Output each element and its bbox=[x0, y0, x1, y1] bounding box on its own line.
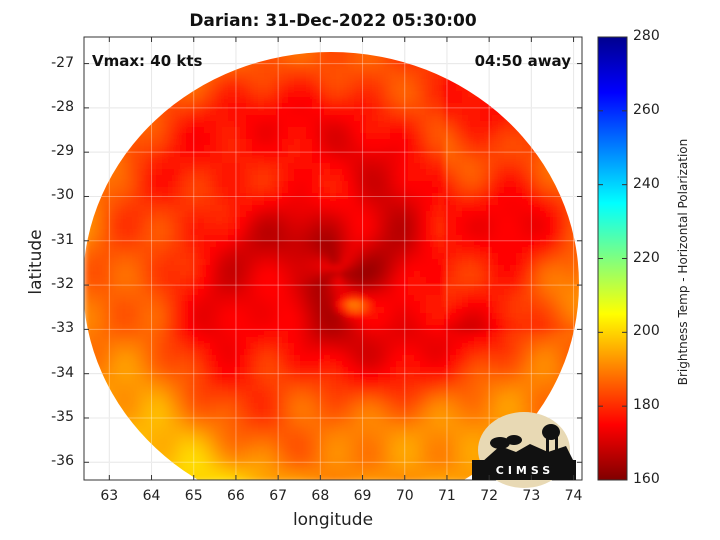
y-tick-label: -30 bbox=[51, 187, 74, 204]
colorbar-tick-label: 280 bbox=[633, 28, 660, 44]
cimss-logo bbox=[472, 412, 576, 488]
colorbar-tick-label: 220 bbox=[633, 249, 660, 266]
y-tick-label: -35 bbox=[51, 408, 74, 425]
x-tick-label: 74 bbox=[564, 488, 583, 504]
grid-overlay bbox=[84, 37, 582, 480]
colorbar-tick-label: 260 bbox=[633, 101, 660, 118]
colorbar-label: Brightness Temp - Horizontal Polarizatio… bbox=[676, 138, 690, 386]
x-tick-label: 63 bbox=[100, 488, 119, 504]
map-title: Darian: 31-Dec-2022 05:30:00 bbox=[189, 11, 477, 31]
y-tick-label: -36 bbox=[51, 453, 74, 470]
x-tick-label: 71 bbox=[438, 488, 456, 504]
colorbar-tick-label: 240 bbox=[633, 175, 660, 192]
x-tick-label: 64 bbox=[142, 488, 161, 504]
x-tick-label: 70 bbox=[395, 488, 414, 504]
x-tick-label: 72 bbox=[480, 488, 499, 504]
x-tick-label: 67 bbox=[269, 488, 288, 504]
y-tick-label: -33 bbox=[51, 320, 74, 337]
y-tick-label: -34 bbox=[51, 364, 74, 381]
x-tick-label: 73 bbox=[522, 488, 541, 504]
x-tick-label: 65 bbox=[184, 488, 203, 504]
y-tick-label: -31 bbox=[51, 231, 74, 248]
cimss-logo-text: CIMSS bbox=[495, 464, 555, 477]
time-away-label: 04:50 away bbox=[474, 52, 571, 70]
y-tick-label: -27 bbox=[51, 54, 74, 71]
vmax-label: Vmax: 40 kts bbox=[92, 52, 203, 70]
y-tick-label: -32 bbox=[51, 276, 74, 293]
y-tick-label: -28 bbox=[51, 98, 74, 115]
colorbar-tick-label: 180 bbox=[633, 397, 660, 414]
plot-frame bbox=[83, 36, 583, 481]
y-tick-label: -29 bbox=[51, 143, 74, 160]
colorbar-tick-label: 160 bbox=[633, 471, 660, 487]
y-axis-label: latitude bbox=[26, 229, 46, 295]
x-axis-label: longitude bbox=[292, 510, 374, 530]
colorbar-tick-label: 200 bbox=[633, 323, 660, 340]
x-tick-label: 66 bbox=[227, 488, 245, 504]
x-tick-label: 68 bbox=[311, 488, 330, 504]
x-tick-label: 69 bbox=[353, 488, 372, 504]
